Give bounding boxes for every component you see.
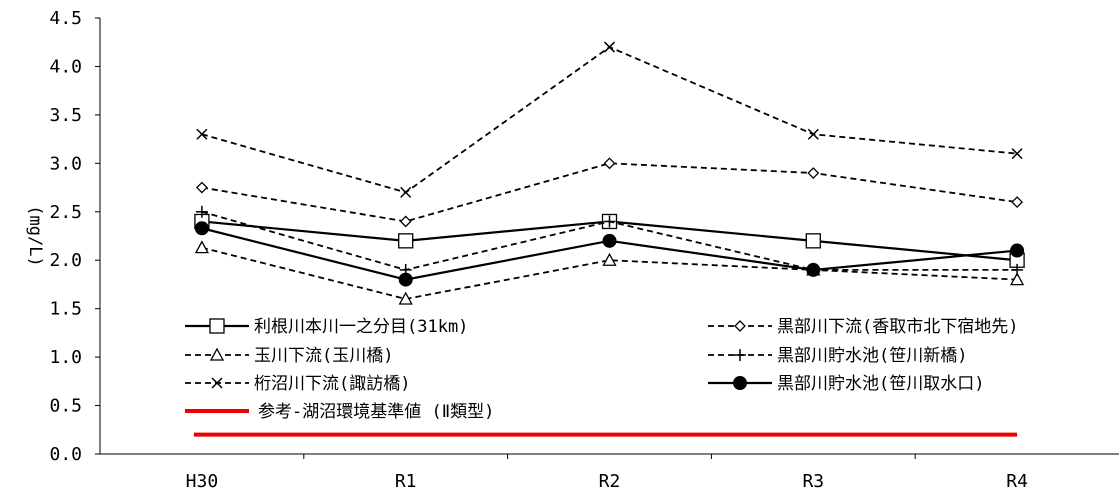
marker-shape: [603, 41, 616, 53]
data-point: [1011, 148, 1023, 160]
data-point: [1010, 272, 1025, 286]
legend-marker: [733, 376, 747, 390]
data-point: [398, 233, 414, 249]
marker-shape: [1010, 272, 1025, 286]
marker-shape: [211, 377, 223, 389]
legend: 利根川本川一之分目(31km) 黒部川下流(香取市北下宿地先) 玉川下流(玉川橋) 黒…: [185, 317, 1018, 422]
data-point: [398, 291, 413, 305]
data-point: [603, 215, 616, 228]
marker-shape: [602, 233, 617, 248]
data-point: [400, 186, 412, 198]
marker-shape: [807, 167, 820, 179]
y-tick-label: 1.5: [49, 299, 82, 320]
marker-shape: [1011, 148, 1023, 160]
marker-shape: [399, 215, 412, 228]
data-point: [603, 157, 616, 170]
x-tick-label: R4: [1006, 471, 1028, 492]
series-layer: [193, 41, 1025, 437]
series-line: [201, 162, 1018, 223]
data-point: [194, 240, 209, 254]
data-point: [196, 128, 208, 140]
data-point: [602, 252, 617, 266]
legend-item: 黒部川下流(香取市北下宿地先): [708, 317, 1018, 337]
data-point: [807, 128, 819, 140]
legend-label: 玉川下流(玉川橋): [254, 346, 393, 366]
legend-item: 黒部川貯水池(笹川新橋): [708, 346, 967, 366]
y-tick-label: 2.5: [49, 202, 82, 223]
y-axis-title: (mg/L): [25, 205, 45, 266]
legend-label: 黒部川下流(香取市北下宿地先): [777, 317, 1018, 337]
legend-marker: [209, 347, 225, 361]
marker-shape: [194, 221, 209, 236]
legend-item: 黒部川貯水池(笹川取水口): [708, 374, 984, 394]
y-tick-labels: 0.0 0.5 1.0 1.5 2.0 2.5 3.0 3.5 4.0 4.5: [49, 8, 100, 465]
marker-shape: [805, 233, 821, 249]
marker-shape: [807, 128, 819, 140]
y-tick-label: 3.0: [49, 153, 82, 174]
marker-shape: [734, 320, 746, 332]
data-point: [1010, 243, 1025, 258]
legend-item: 玉川下流(玉川橋): [185, 346, 393, 366]
marker-shape: [733, 376, 747, 390]
marker-shape: [400, 186, 412, 198]
marker-shape: [398, 233, 414, 249]
marker-shape: [806, 262, 821, 277]
legend-marker: [734, 320, 746, 332]
series-line: [201, 46, 1018, 194]
y-tick-label: 1.0: [49, 347, 82, 368]
marker-shape: [1011, 196, 1024, 209]
legend-label: 黒部川貯水池(笹川新橋): [777, 346, 967, 366]
y-tick-label: 4.5: [49, 8, 82, 29]
x-tick-label: H30: [186, 471, 219, 492]
marker-shape: [602, 252, 617, 266]
marker-shape: [195, 181, 208, 194]
y-tick-label: 2.0: [49, 250, 82, 271]
x-tick-label: R1: [395, 471, 417, 492]
marker-shape: [194, 240, 209, 254]
legend-item: 桁沼川下流(諏訪橋): [185, 374, 410, 394]
y-tick-label: 4.0: [49, 56, 82, 77]
data-point: [399, 215, 412, 228]
series-3: [194, 240, 1025, 305]
legend-label: 参考-湖沼環境基準値 (Ⅱ類型): [258, 402, 494, 422]
series-2: [195, 157, 1024, 228]
data-point: [603, 41, 616, 53]
data-point: [805, 233, 821, 249]
legend-marker: [209, 318, 225, 334]
data-point: [807, 167, 820, 179]
legend-marker: [211, 377, 223, 389]
legend-item-reference: 参考-湖沼環境基準値 (Ⅱ類型): [185, 402, 494, 422]
data-point: [195, 181, 208, 194]
legend-item: 利根川本川一之分目(31km): [185, 317, 468, 337]
marker-shape: [1010, 243, 1025, 258]
y-tick-label: 3.5: [49, 105, 82, 126]
x-tick-label: R2: [599, 471, 621, 492]
marker-shape: [398, 272, 413, 287]
series-line: [201, 246, 1018, 300]
legend-label: 桁沼川下流(諏訪橋): [254, 374, 410, 394]
series-5: [196, 41, 1023, 198]
data-point: [1011, 196, 1024, 209]
y-tick-label: 0.0: [49, 444, 82, 465]
data-point: [806, 262, 821, 277]
marker-shape: [398, 291, 413, 305]
data-point: [195, 205, 208, 218]
legend-label: 利根川本川一之分目(31km): [254, 317, 468, 337]
data-point: [398, 272, 413, 287]
chart-axes: [99, 18, 1119, 455]
x-tick-labels: H30 R1 R2 R3 R4: [186, 454, 1028, 492]
marker-shape: [209, 347, 225, 361]
legend-label: 黒部川貯水池(笹川取水口): [777, 374, 984, 394]
data-point: [1011, 263, 1024, 276]
series-6: [194, 221, 1025, 287]
y-tick-label: 0.5: [49, 396, 82, 417]
marker-shape: [209, 318, 225, 334]
marker-shape: [196, 128, 208, 140]
data-point: [602, 233, 617, 248]
marker-shape: [603, 157, 616, 170]
x-tick-label: R3: [802, 471, 824, 492]
legend-marker: [734, 349, 746, 361]
data-point: [194, 221, 209, 236]
